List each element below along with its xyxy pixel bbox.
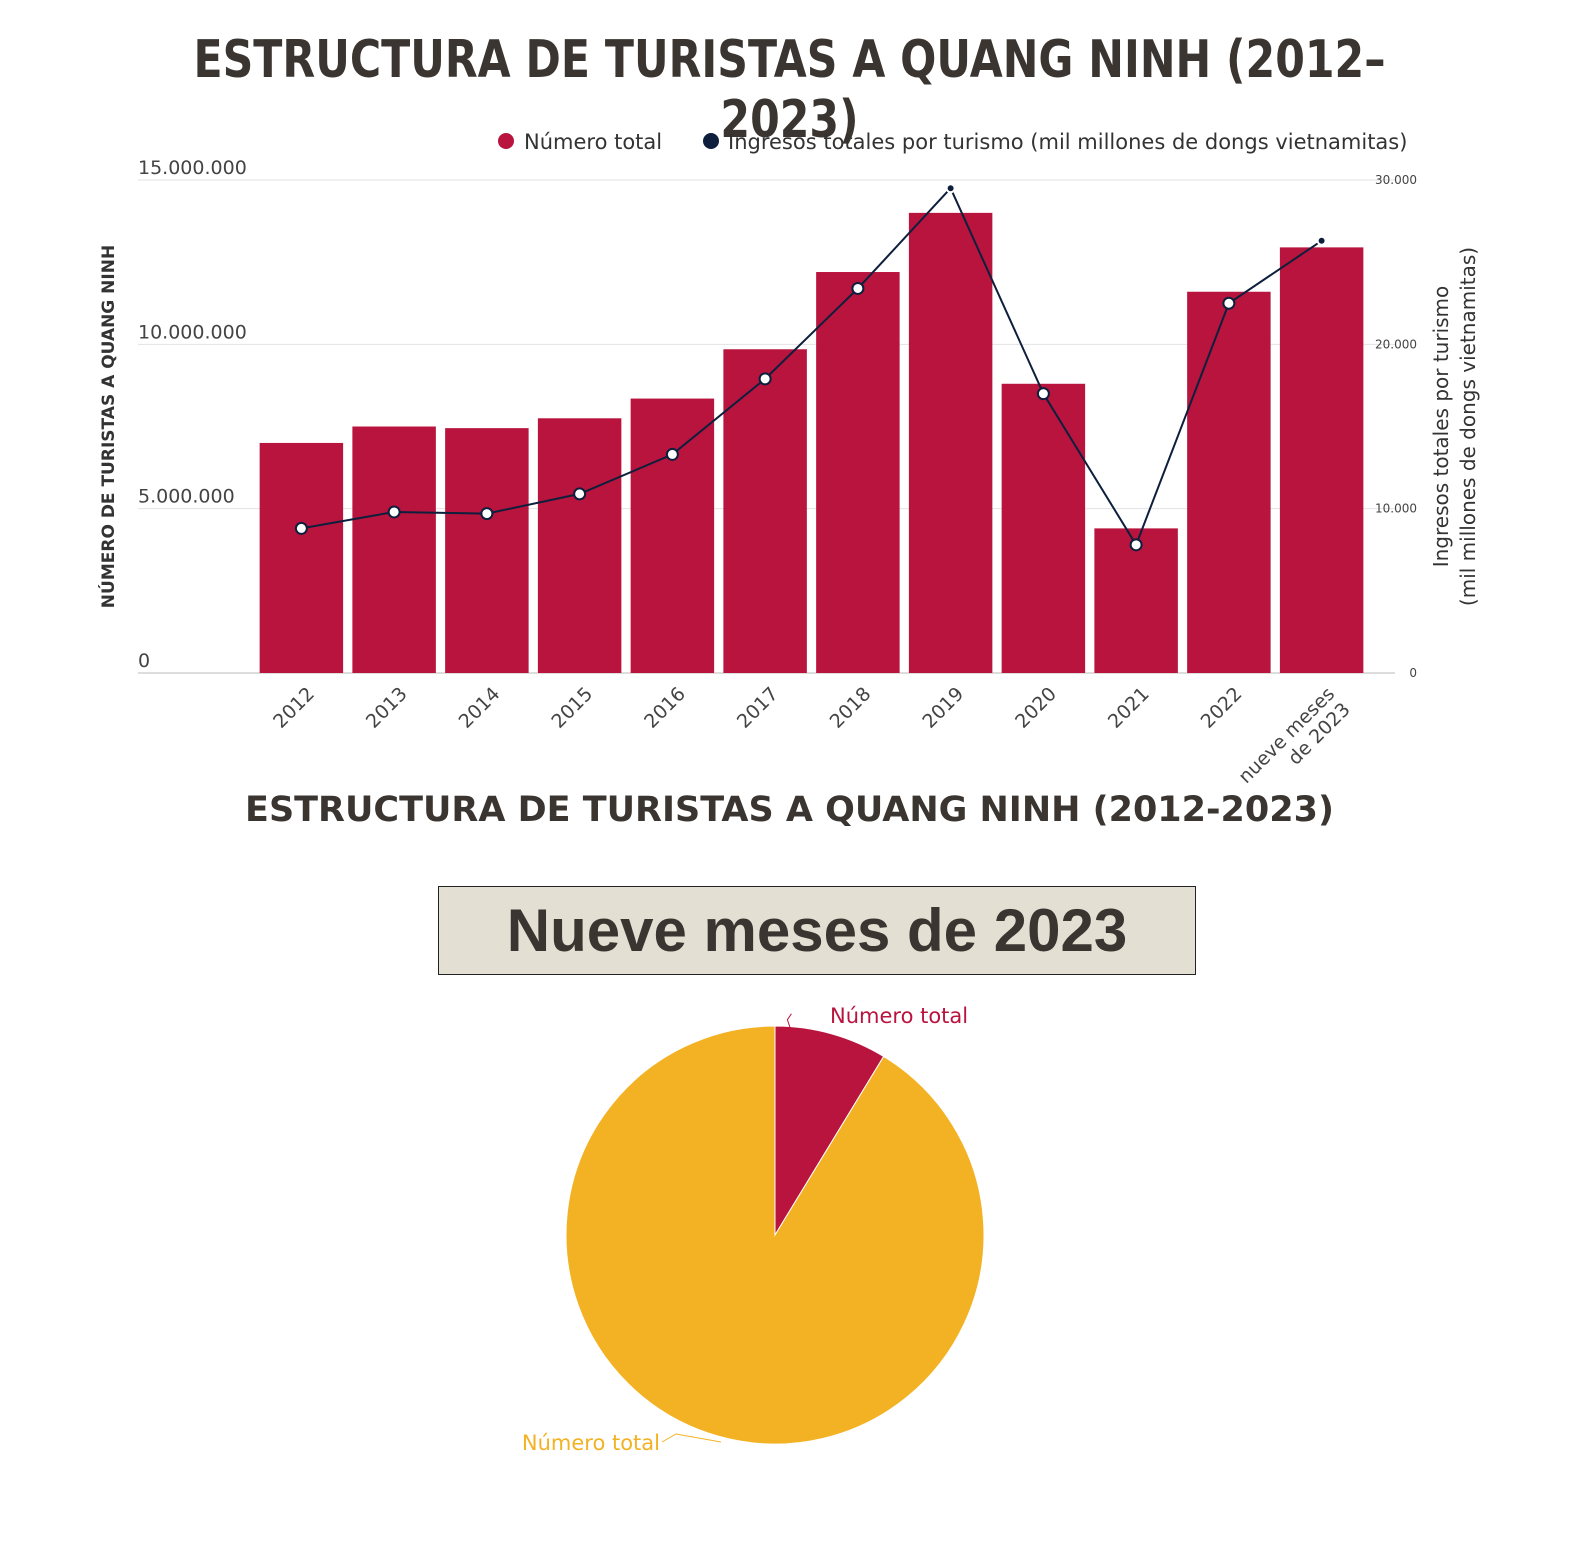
bar <box>1001 383 1086 673</box>
left-tick-label: 0 <box>138 650 150 672</box>
line-point <box>1222 296 1236 310</box>
x-tick-label: 2014 <box>455 683 505 733</box>
line-point <box>1316 235 1327 246</box>
line-point <box>665 447 679 461</box>
bar <box>259 442 344 673</box>
x-tick-label: 2013 <box>362 683 412 733</box>
pie-subtitle-box: Nueve meses de 2023 <box>438 886 1196 975</box>
bar <box>630 398 715 673</box>
bar <box>723 349 807 673</box>
y2-axis-title: Ingresos totales por turismo (mil millone… <box>1429 247 1480 606</box>
right-tick-label: 20.000 <box>1375 337 1417 351</box>
line-point <box>758 372 772 386</box>
bar <box>1187 291 1271 673</box>
left-tick-label: 15.000.000 <box>138 157 247 179</box>
bar <box>908 212 993 673</box>
legend-marker-revenue <box>703 133 719 149</box>
left-tick-label: 5.000.000 <box>138 486 235 508</box>
x-tick-label: 2021 <box>1104 683 1154 733</box>
line-point <box>387 505 401 519</box>
y-axis-title: NÚMERO DE TURISTAS A QUANG NINH <box>97 245 119 608</box>
pie-leader-line <box>661 1433 722 1443</box>
line-point <box>573 487 587 501</box>
left-tick-label: 10.000.000 <box>138 321 247 343</box>
line-point <box>851 281 865 295</box>
right-tick-label: 0 <box>1409 666 1417 680</box>
x-tick-label: 2017 <box>733 683 783 733</box>
legend-label-revenue: Ingresos totales por turismo (mil millon… <box>728 130 1407 154</box>
pie-subtitle: Nueve meses de 2023 <box>506 897 1128 964</box>
pie-label: Número total <box>830 1004 968 1028</box>
x-tick-label: nueve mesesde 2023 <box>1234 683 1355 790</box>
bar <box>537 418 622 673</box>
bar <box>1094 528 1178 673</box>
x-tick-label: 2018 <box>826 683 876 733</box>
legend-marker-total <box>498 133 514 149</box>
pie-slice <box>774 1025 885 1237</box>
revenue-line <box>301 186 1323 548</box>
x-tick-label: 2022 <box>1197 683 1247 733</box>
line-point <box>480 507 494 521</box>
pie-slice <box>565 1025 985 1445</box>
right-tick-label: 30.000 <box>1375 173 1417 187</box>
pie-chart: Número total Número total <box>522 1004 985 1455</box>
right-tick-label: 10.000 <box>1375 502 1417 516</box>
line-point <box>294 521 308 535</box>
x-tick-label: 2015 <box>547 683 597 733</box>
x-tick-label: 2020 <box>1011 683 1061 733</box>
x-tick-label: 2016 <box>640 683 690 733</box>
line-point <box>1129 538 1143 552</box>
bar <box>1279 247 1364 674</box>
line-point <box>945 183 956 194</box>
legend-label-total: Número total <box>524 130 662 154</box>
pie-leader-line <box>786 1013 792 1032</box>
bar <box>816 272 900 673</box>
combo-chart: 0 5.000.000 10.000.000 15.000.000 0 10.000 20.… <box>97 130 1480 790</box>
main-title: ESTRUCTURA DE TURISTAS A QUANG NINH (201… <box>193 30 1386 150</box>
pie-section-title: ESTRUCTURA DE TURISTAS A QUANG NINH (201… <box>245 790 1334 830</box>
line-point <box>1036 387 1050 401</box>
x-tick-label: 2019 <box>918 683 968 733</box>
bar <box>352 426 436 673</box>
x-tick-label: 2012 <box>269 683 319 733</box>
pie-label: Número total <box>522 1431 660 1455</box>
bar <box>445 428 529 673</box>
